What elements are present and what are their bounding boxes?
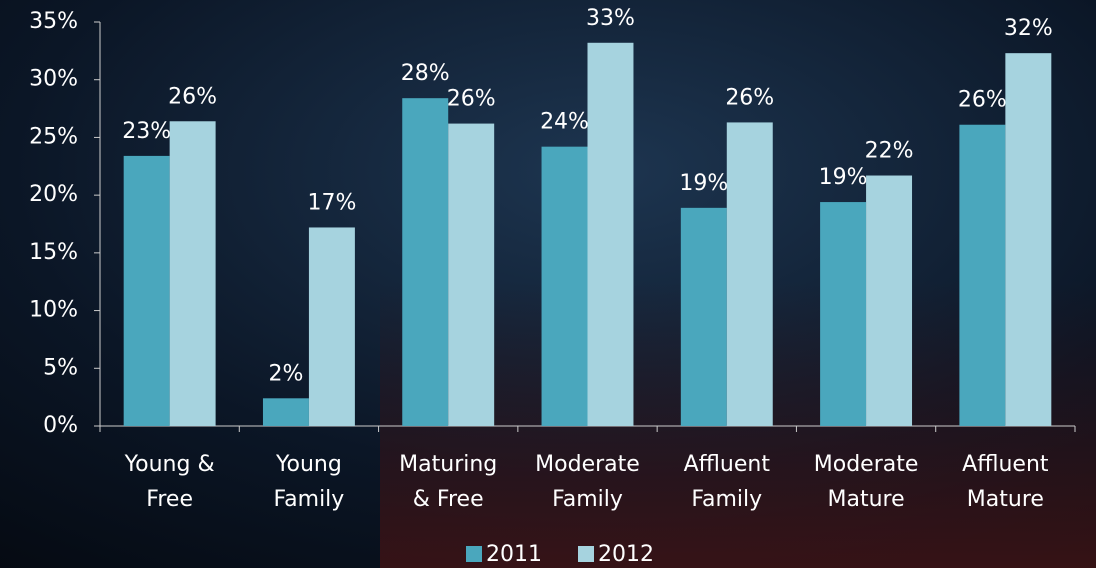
bar bbox=[959, 124, 1006, 426]
y-tick-label: 30% bbox=[29, 67, 78, 92]
value-label: 19% bbox=[819, 165, 868, 190]
y-tick-label: 5% bbox=[43, 355, 78, 380]
x-tick-label: Mature bbox=[967, 487, 1044, 512]
x-tick-label: Free bbox=[146, 487, 193, 512]
bar bbox=[726, 122, 773, 427]
x-tick-label: Mature bbox=[828, 487, 905, 512]
x-tick-label: Family bbox=[691, 487, 762, 512]
bar bbox=[169, 121, 216, 427]
value-label: 32% bbox=[1004, 16, 1053, 41]
bar bbox=[123, 155, 170, 426]
x-tick-label: & Free bbox=[413, 487, 484, 512]
value-label: 24% bbox=[540, 110, 589, 135]
value-label: 28% bbox=[401, 61, 450, 86]
bar bbox=[262, 398, 309, 426]
y-tick-label: 0% bbox=[43, 413, 78, 438]
x-tick-label: Affluent bbox=[684, 452, 771, 477]
bar bbox=[866, 175, 913, 426]
value-label: 2% bbox=[268, 361, 303, 386]
bar bbox=[448, 123, 495, 426]
bar bbox=[402, 98, 449, 426]
legend-label: 2012 bbox=[598, 542, 654, 567]
bar bbox=[680, 207, 727, 426]
x-tick-label: Moderate bbox=[814, 452, 919, 477]
x-tick-label: Family bbox=[552, 487, 623, 512]
value-label: 26% bbox=[168, 84, 217, 109]
y-tick-label: 25% bbox=[29, 124, 78, 149]
value-label: 26% bbox=[447, 87, 496, 112]
y-tick-label: 15% bbox=[29, 240, 78, 265]
x-tick-label: Moderate bbox=[535, 452, 640, 477]
value-label: 26% bbox=[958, 88, 1007, 113]
bar bbox=[820, 202, 867, 426]
x-tick-label: Maturing bbox=[399, 452, 497, 477]
y-tick-label: 35% bbox=[29, 9, 78, 34]
bar bbox=[1005, 53, 1052, 427]
bar bbox=[587, 42, 634, 427]
legend-label: 2011 bbox=[486, 542, 542, 567]
value-label: 33% bbox=[586, 6, 635, 31]
bar bbox=[541, 146, 588, 427]
value-label: 19% bbox=[679, 171, 728, 196]
x-tick-label: Young & bbox=[124, 452, 215, 477]
y-tick-label: 20% bbox=[29, 182, 78, 207]
bar bbox=[308, 227, 355, 426]
value-label: 23% bbox=[122, 119, 171, 144]
value-label: 17% bbox=[307, 190, 356, 215]
x-tick-label: Young bbox=[275, 452, 342, 477]
x-tick-label: Family bbox=[274, 487, 345, 512]
x-tick-label: Affluent bbox=[962, 452, 1049, 477]
y-tick-label: 10% bbox=[29, 298, 78, 323]
legend-swatch bbox=[578, 546, 594, 562]
value-label: 22% bbox=[865, 139, 914, 164]
legend-swatch bbox=[466, 546, 482, 562]
value-label: 26% bbox=[725, 85, 774, 110]
